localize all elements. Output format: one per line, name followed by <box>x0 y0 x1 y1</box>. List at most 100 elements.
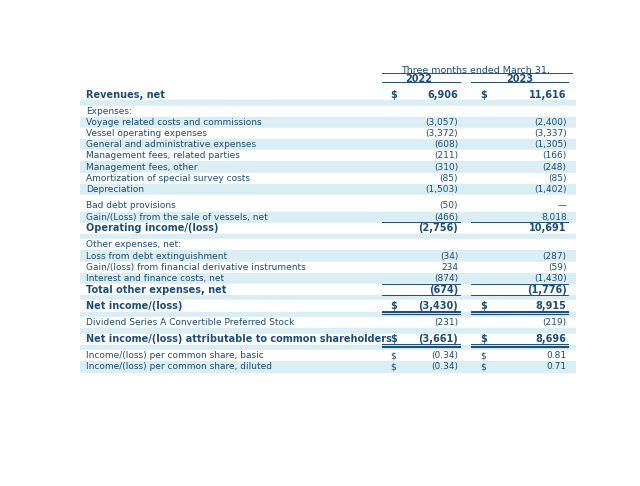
Text: Loss from debt extinguishment: Loss from debt extinguishment <box>86 252 227 260</box>
Text: (34): (34) <box>440 252 458 260</box>
Bar <box>80 223 576 234</box>
Bar <box>80 60 576 89</box>
Text: (287): (287) <box>543 252 566 260</box>
Text: (59): (59) <box>548 262 566 272</box>
Text: Other expenses, net:: Other expenses, net: <box>86 241 181 249</box>
Text: Income/(loss) per common share, basic: Income/(loss) per common share, basic <box>86 351 264 360</box>
Text: (248): (248) <box>543 163 566 172</box>
Bar <box>80 317 576 328</box>
Text: 8,696: 8,696 <box>536 334 566 344</box>
Text: $: $ <box>481 363 486 371</box>
Bar <box>80 105 576 117</box>
Text: 11,616: 11,616 <box>529 90 566 100</box>
Text: 6,906: 6,906 <box>428 90 458 100</box>
Text: Total other expenses, net: Total other expenses, net <box>86 284 227 295</box>
Bar <box>80 345 576 350</box>
Text: (1,503): (1,503) <box>426 185 458 194</box>
Text: (85): (85) <box>440 174 458 183</box>
Text: Vessel operating expenses: Vessel operating expenses <box>86 129 207 138</box>
Bar <box>80 150 576 161</box>
Text: (1,776): (1,776) <box>527 284 566 295</box>
Text: (1,430): (1,430) <box>534 274 566 283</box>
Bar <box>80 295 576 300</box>
Bar <box>80 350 576 361</box>
Text: (211): (211) <box>434 152 458 160</box>
Text: 8,018: 8,018 <box>541 213 566 222</box>
Bar <box>80 139 576 150</box>
Text: (3,430): (3,430) <box>419 301 458 311</box>
Text: (3,661): (3,661) <box>419 334 458 344</box>
Text: Management fees, other: Management fees, other <box>86 163 198 172</box>
Text: (0.34): (0.34) <box>431 363 458 371</box>
Text: 10,691: 10,691 <box>529 223 566 233</box>
Bar <box>80 328 576 333</box>
Text: (85): (85) <box>548 174 566 183</box>
Text: Bad debt provisions: Bad debt provisions <box>86 202 176 210</box>
Bar <box>80 300 576 312</box>
Text: Amortization of special survey costs: Amortization of special survey costs <box>86 174 250 183</box>
Text: (874): (874) <box>434 274 458 283</box>
Text: 2023: 2023 <box>506 74 533 85</box>
Text: (3,337): (3,337) <box>534 129 566 138</box>
Text: $: $ <box>390 301 397 311</box>
Text: (466): (466) <box>434 213 458 222</box>
Bar <box>80 234 576 239</box>
Bar <box>80 273 576 284</box>
Bar <box>80 250 576 261</box>
Text: Gain/(Loss) from the sale of vessels, net: Gain/(Loss) from the sale of vessels, ne… <box>86 213 268 222</box>
Bar <box>80 200 576 211</box>
Bar <box>80 195 576 200</box>
Text: Income/(loss) per common share, diluted: Income/(loss) per common share, diluted <box>86 363 272 371</box>
Text: 8,915: 8,915 <box>536 301 566 311</box>
Text: (3,057): (3,057) <box>426 118 458 127</box>
Text: —: — <box>557 202 566 210</box>
Text: 2022: 2022 <box>405 74 432 85</box>
Bar <box>80 117 576 128</box>
Text: $: $ <box>390 351 396 360</box>
Text: (50): (50) <box>440 202 458 210</box>
Text: (231): (231) <box>434 318 458 327</box>
Text: $: $ <box>390 90 397 100</box>
Text: Revenues, net: Revenues, net <box>86 90 165 100</box>
Text: General and administrative expenses: General and administrative expenses <box>86 140 257 149</box>
Text: (1,402): (1,402) <box>534 185 566 194</box>
Bar <box>80 173 576 184</box>
Bar <box>80 89 576 100</box>
Text: Depreciation: Depreciation <box>86 185 144 194</box>
Bar <box>80 361 576 372</box>
Text: $: $ <box>390 334 397 344</box>
Text: $: $ <box>481 90 488 100</box>
Bar <box>80 184 576 195</box>
Bar <box>80 239 576 250</box>
Text: Operating income/(loss): Operating income/(loss) <box>86 223 219 233</box>
Text: Voyage related costs and commissions: Voyage related costs and commissions <box>86 118 262 127</box>
Bar <box>80 128 576 139</box>
Text: (310): (310) <box>434 163 458 172</box>
Bar <box>80 161 576 173</box>
Text: (0.34): (0.34) <box>431 351 458 360</box>
Text: 0.81: 0.81 <box>547 351 566 360</box>
Text: Net income/(loss) attributable to common shareholders: Net income/(loss) attributable to common… <box>86 334 392 344</box>
Text: Management fees, related parties: Management fees, related parties <box>86 152 240 160</box>
Text: 234: 234 <box>441 262 458 272</box>
Text: (1,305): (1,305) <box>534 140 566 149</box>
Text: 0.71: 0.71 <box>547 363 566 371</box>
Text: (3,372): (3,372) <box>426 129 458 138</box>
Text: $: $ <box>390 363 396 371</box>
Bar <box>80 100 576 105</box>
Bar <box>80 312 576 317</box>
Bar <box>80 284 576 295</box>
Text: $: $ <box>481 351 486 360</box>
Bar <box>80 261 576 273</box>
Text: Net income/(loss): Net income/(loss) <box>86 301 182 311</box>
Text: (674): (674) <box>429 284 458 295</box>
Text: Gain/(loss) from financial derivative instruments: Gain/(loss) from financial derivative in… <box>86 262 306 272</box>
Text: (2,756): (2,756) <box>419 223 458 233</box>
Text: (166): (166) <box>543 152 566 160</box>
Text: Interest and finance costs, net: Interest and finance costs, net <box>86 274 225 283</box>
Bar <box>80 211 576 223</box>
Text: (219): (219) <box>543 318 566 327</box>
Text: (2,400): (2,400) <box>534 118 566 127</box>
Text: Dividend Series A Convertible Preferred Stock: Dividend Series A Convertible Preferred … <box>86 318 294 327</box>
Text: $: $ <box>481 334 488 344</box>
